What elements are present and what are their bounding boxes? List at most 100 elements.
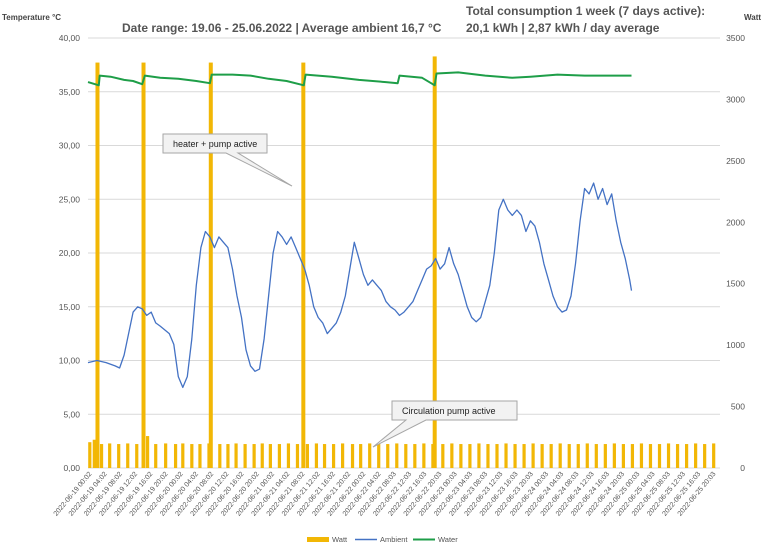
watt-pump-bar bbox=[100, 444, 103, 468]
y-left-tick-label: 25,00 bbox=[59, 194, 81, 204]
watt-pump-bar bbox=[441, 444, 444, 468]
watt-pump-bar bbox=[658, 444, 661, 468]
watt-pump-bar bbox=[504, 443, 507, 468]
watt-pump-bar bbox=[550, 444, 553, 468]
y-right-tick-label: 0 bbox=[740, 463, 745, 473]
date-range-title: Date range: 19.06 - 25.06.2022 | Average… bbox=[122, 21, 442, 35]
watt-pump-bar bbox=[694, 443, 697, 468]
watt-pump-bar bbox=[226, 444, 229, 468]
watt-pump-bar bbox=[595, 444, 598, 468]
consumption-title-line1: Total consumption 1 week (7 days active)… bbox=[466, 4, 705, 18]
legend-watt-swatch bbox=[307, 537, 329, 542]
watt-pump-bar bbox=[422, 443, 425, 468]
watt-pump-bar bbox=[532, 443, 535, 468]
watt-pump-bar bbox=[685, 444, 688, 468]
watt-pump-bar bbox=[559, 443, 562, 468]
watt-pump-bar bbox=[640, 443, 643, 468]
y-right-tick-labels: 0 500 1000 1500 2000 2500 3000 3500 bbox=[726, 33, 745, 473]
y-left-tick-label: 10,00 bbox=[59, 356, 81, 366]
watt-pump-bar bbox=[459, 444, 462, 468]
y-left-tick-label: 40,00 bbox=[59, 33, 81, 43]
line-series bbox=[88, 72, 632, 387]
y-left-tick-label: 35,00 bbox=[59, 87, 81, 97]
watt-pump-bar bbox=[315, 443, 318, 468]
watt-pump-bar bbox=[126, 443, 129, 468]
annotation-pump: Circulation pump active bbox=[373, 401, 517, 447]
watt-pump-bar bbox=[613, 443, 616, 468]
watt-pump-bar bbox=[513, 444, 516, 468]
watt-pump-bar bbox=[386, 444, 389, 468]
watt-pump-bar bbox=[296, 444, 299, 468]
watt-pump-bar bbox=[468, 444, 471, 468]
legend-watt-label: Watt bbox=[332, 535, 348, 544]
watt-pump-bar bbox=[174, 444, 177, 468]
y-left-axis-title: Temperature °C bbox=[2, 13, 61, 22]
annotation-heater: heater + pump active bbox=[163, 134, 292, 186]
watt-pump-bar bbox=[278, 444, 281, 468]
watt-pump-bar bbox=[586, 443, 589, 468]
y-left-tick-label: 15,00 bbox=[59, 302, 81, 312]
watt-heater-spike bbox=[209, 63, 213, 468]
watt-pump-bar bbox=[676, 444, 679, 468]
y-right-tick-label: 500 bbox=[731, 402, 745, 412]
watt-pump-bar bbox=[234, 443, 237, 468]
watt-pump-bar bbox=[323, 444, 326, 468]
watt-pump-bar bbox=[413, 444, 416, 468]
y-right-tick-label: 1000 bbox=[726, 340, 745, 350]
watt-pump-bar bbox=[477, 443, 480, 468]
watt-pump-bar bbox=[359, 444, 362, 468]
watt-pump-bar bbox=[88, 442, 91, 468]
series-line-ambient bbox=[88, 183, 632, 387]
watt-pump-bar bbox=[622, 444, 625, 468]
watt-pump-bar bbox=[568, 444, 571, 468]
legend-water-label: Water bbox=[438, 535, 458, 544]
y-left-tick-label: 0,00 bbox=[63, 463, 80, 473]
watt-pump-bar bbox=[368, 443, 371, 468]
watt-pump-bar bbox=[450, 443, 453, 468]
y-right-tick-label: 3500 bbox=[726, 33, 745, 43]
y-right-tick-label: 3000 bbox=[726, 94, 745, 104]
annotation-heater-text: heater + pump active bbox=[173, 139, 257, 149]
y-right-tick-label: 1500 bbox=[726, 279, 745, 289]
watt-pump-bar bbox=[190, 444, 193, 468]
y-right-tick-label: 2000 bbox=[726, 217, 745, 227]
watt-pump-bar bbox=[108, 443, 111, 468]
y-right-axis-title: Watt bbox=[744, 13, 761, 22]
consumption-title-line2: 20,1 kWh | 2,87 kWh / day average bbox=[466, 21, 660, 35]
watt-pump-bar bbox=[306, 444, 309, 468]
watt-pump-bar bbox=[541, 444, 544, 468]
watt-pump-bar bbox=[164, 443, 167, 468]
y-left-tick-label: 20,00 bbox=[59, 248, 81, 258]
watt-pump-bar bbox=[269, 444, 272, 468]
watt-pump-bar bbox=[253, 444, 256, 468]
watt-pump-bar bbox=[631, 444, 634, 468]
watt-heater-spike bbox=[95, 63, 99, 468]
watt-pump-bar bbox=[395, 443, 398, 468]
watt-pump-bar bbox=[93, 440, 96, 468]
watt-pump-bar bbox=[649, 444, 652, 468]
watt-pump-bar bbox=[341, 443, 344, 468]
legend-ambient-label: Ambient bbox=[380, 535, 408, 544]
watt-heater-spike bbox=[142, 63, 146, 468]
watt-pump-bar bbox=[181, 443, 184, 468]
watt-pump-bar bbox=[243, 444, 246, 468]
watt-pump-bar bbox=[495, 444, 498, 468]
watt-pump-bar bbox=[522, 444, 525, 468]
legend: Watt Ambient Water bbox=[307, 535, 458, 544]
annotation-pump-text: Circulation pump active bbox=[402, 406, 496, 416]
watt-pump-bar bbox=[712, 443, 715, 468]
watt-pump-bar bbox=[577, 444, 580, 468]
watt-pump-bar bbox=[198, 444, 201, 468]
y-right-tick-label: 2500 bbox=[726, 156, 745, 166]
watt-pump-bar bbox=[404, 444, 407, 468]
watt-pump-bar bbox=[667, 443, 670, 468]
watt-pump-bar bbox=[604, 444, 607, 468]
watt-pump-bar bbox=[351, 444, 354, 468]
watt-pump-bar bbox=[146, 436, 149, 468]
y-left-tick-labels: 0,00 5,00 10,00 15,00 20,00 25,00 30,00 35,00 40… bbox=[59, 33, 81, 473]
watt-pump-bar bbox=[218, 444, 221, 468]
watt-pump-bar bbox=[117, 444, 120, 468]
watt-pump-bar bbox=[135, 444, 138, 468]
watt-pump-bar bbox=[332, 444, 335, 468]
